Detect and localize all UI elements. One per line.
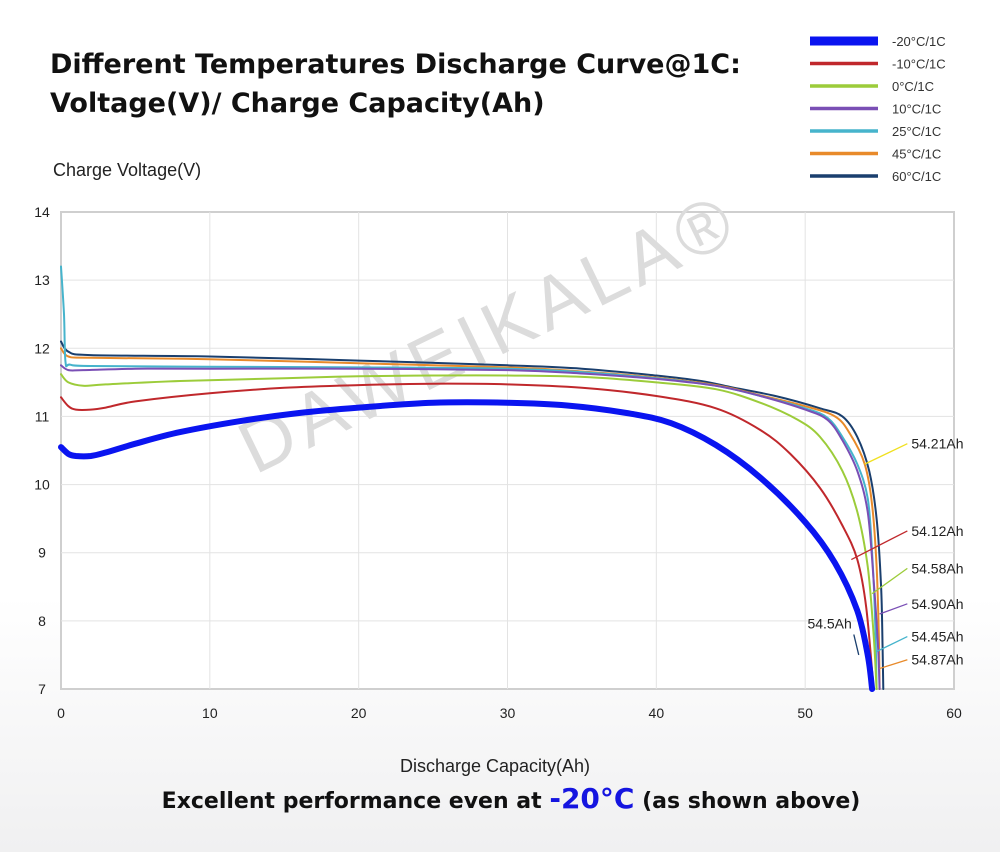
legend: -20°C/1C -10°C/1C 0°C/1C 10°C/1C 25°C/1C 45°C… bbox=[810, 34, 946, 184]
footer-suffix: (as shown above) bbox=[634, 789, 860, 814]
footer-prefix: Excellent performance even at bbox=[162, 789, 550, 814]
annotation-leader-line bbox=[871, 567, 908, 595]
y-axis-title: Charge Voltage(V) bbox=[53, 160, 201, 180]
x-tick-label: 60 bbox=[946, 705, 962, 721]
annotation-label: 54.12Ah bbox=[911, 523, 963, 539]
x-tick-label: 30 bbox=[500, 705, 516, 721]
annotation-label: 54.45Ah bbox=[911, 629, 963, 645]
y-tick-labels: 7 8 9 10 11 12 13 14 bbox=[34, 204, 50, 697]
x-tick-label: 40 bbox=[649, 705, 665, 721]
chart-title-line-2: Voltage(V)/ Charge Capacity(Ah) bbox=[50, 88, 545, 119]
annotation-leader-line bbox=[876, 635, 908, 653]
annotation-label: 54.90Ah bbox=[911, 596, 963, 612]
footer-caption: Excellent performance even at -20°C (as … bbox=[162, 782, 861, 815]
series-line--20c1c bbox=[58, 399, 876, 692]
footer-highlight: -20°C bbox=[549, 782, 634, 815]
grid-lines bbox=[61, 212, 954, 689]
x-tick-label: 10 bbox=[202, 705, 218, 721]
annotation-label: 54.58Ah bbox=[911, 560, 963, 576]
series-line-10c1c bbox=[60, 364, 881, 690]
legend-label: 10°C/1C bbox=[892, 102, 941, 117]
annotation-layer: 54.21Ah 54.12Ah 54.58Ah 54.90Ah 54.45Ah 54.87… bbox=[807, 436, 964, 670]
x-tick-label: 20 bbox=[351, 705, 367, 721]
y-tick-label: 7 bbox=[38, 681, 46, 697]
annotation-label: 54.87Ah bbox=[911, 652, 963, 668]
y-tick-label: 12 bbox=[34, 340, 50, 356]
legend-label: 0°C/1C bbox=[892, 79, 934, 94]
legend-label: -10°C/1C bbox=[892, 57, 946, 72]
annotation-leader-line bbox=[879, 603, 908, 615]
series-line-60c1c bbox=[60, 340, 885, 690]
y-tick-label: 14 bbox=[34, 204, 50, 220]
annotation-leader-line bbox=[879, 659, 908, 670]
legend-label: 45°C/1C bbox=[892, 147, 941, 162]
x-axis-title: Discharge Capacity(Ah) bbox=[400, 756, 590, 776]
chart-title-line-1: Different Temperatures Discharge Curve@1… bbox=[50, 49, 741, 80]
x-tick-labels: 0 10 20 30 40 50 60 bbox=[57, 705, 962, 721]
annotation-label: 54.5Ah bbox=[807, 615, 851, 631]
series-layer bbox=[58, 265, 885, 692]
y-tick-label: 10 bbox=[34, 477, 50, 493]
y-tick-label: 13 bbox=[34, 272, 50, 288]
legend-label: -20°C/1C bbox=[892, 34, 946, 49]
legend-label: 60°C/1C bbox=[892, 169, 941, 184]
annotation-label: 54.21Ah bbox=[911, 436, 963, 452]
x-tick-label: 0 bbox=[57, 705, 65, 721]
annotation-leader-line bbox=[853, 634, 860, 656]
x-tick-label: 50 bbox=[797, 705, 813, 721]
legend-label: 25°C/1C bbox=[892, 124, 941, 139]
series-line--10c1c bbox=[60, 382, 875, 690]
y-tick-label: 8 bbox=[38, 613, 46, 629]
annotation-leader-line bbox=[851, 530, 908, 561]
annotation-leader-line bbox=[864, 443, 908, 465]
y-tick-label: 9 bbox=[38, 545, 46, 561]
series-line-0c1c bbox=[60, 373, 878, 690]
y-tick-label: 11 bbox=[35, 408, 50, 424]
